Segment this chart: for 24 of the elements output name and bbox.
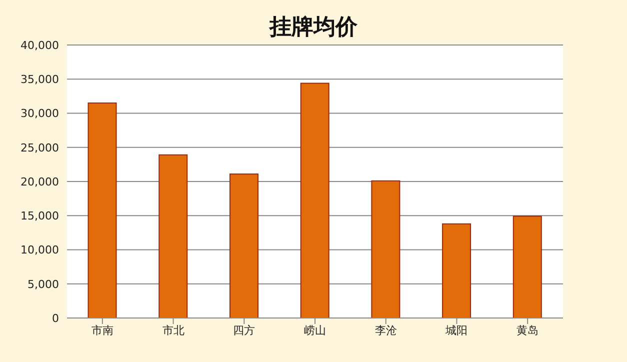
bar bbox=[512, 216, 542, 318]
y-tick-label: 25,000 bbox=[20, 141, 59, 154]
bar bbox=[442, 223, 472, 318]
y-tick-label: 30,000 bbox=[20, 107, 59, 120]
y-tick-label: 10,000 bbox=[20, 244, 59, 257]
x-tick-label: 黄岛 bbox=[516, 324, 539, 337]
x-tick-label: 四方 bbox=[233, 324, 256, 337]
bar bbox=[158, 154, 188, 318]
x-tick-label: 城阳 bbox=[444, 324, 468, 337]
bar bbox=[88, 102, 117, 318]
bar bbox=[371, 180, 400, 318]
chart-title: 挂牌均价 bbox=[270, 14, 358, 40]
y-tick-label: 5,000 bbox=[28, 278, 59, 291]
x-tick-label: 市北 bbox=[162, 324, 184, 337]
y-tick-label: 40,000 bbox=[20, 38, 59, 52]
x-tick-label: 崂山 bbox=[304, 324, 326, 337]
bar bbox=[300, 82, 330, 318]
y-tick-label: 15,000 bbox=[20, 210, 59, 223]
y-tick-label: 20,000 bbox=[20, 175, 59, 188]
y-tick-label: 0 bbox=[52, 312, 59, 325]
y-tick-label: 35,000 bbox=[20, 73, 59, 86]
x-tick-label: 市南 bbox=[91, 324, 114, 337]
x-tick-label: 李沧 bbox=[374, 324, 397, 337]
bar bbox=[229, 173, 258, 318]
